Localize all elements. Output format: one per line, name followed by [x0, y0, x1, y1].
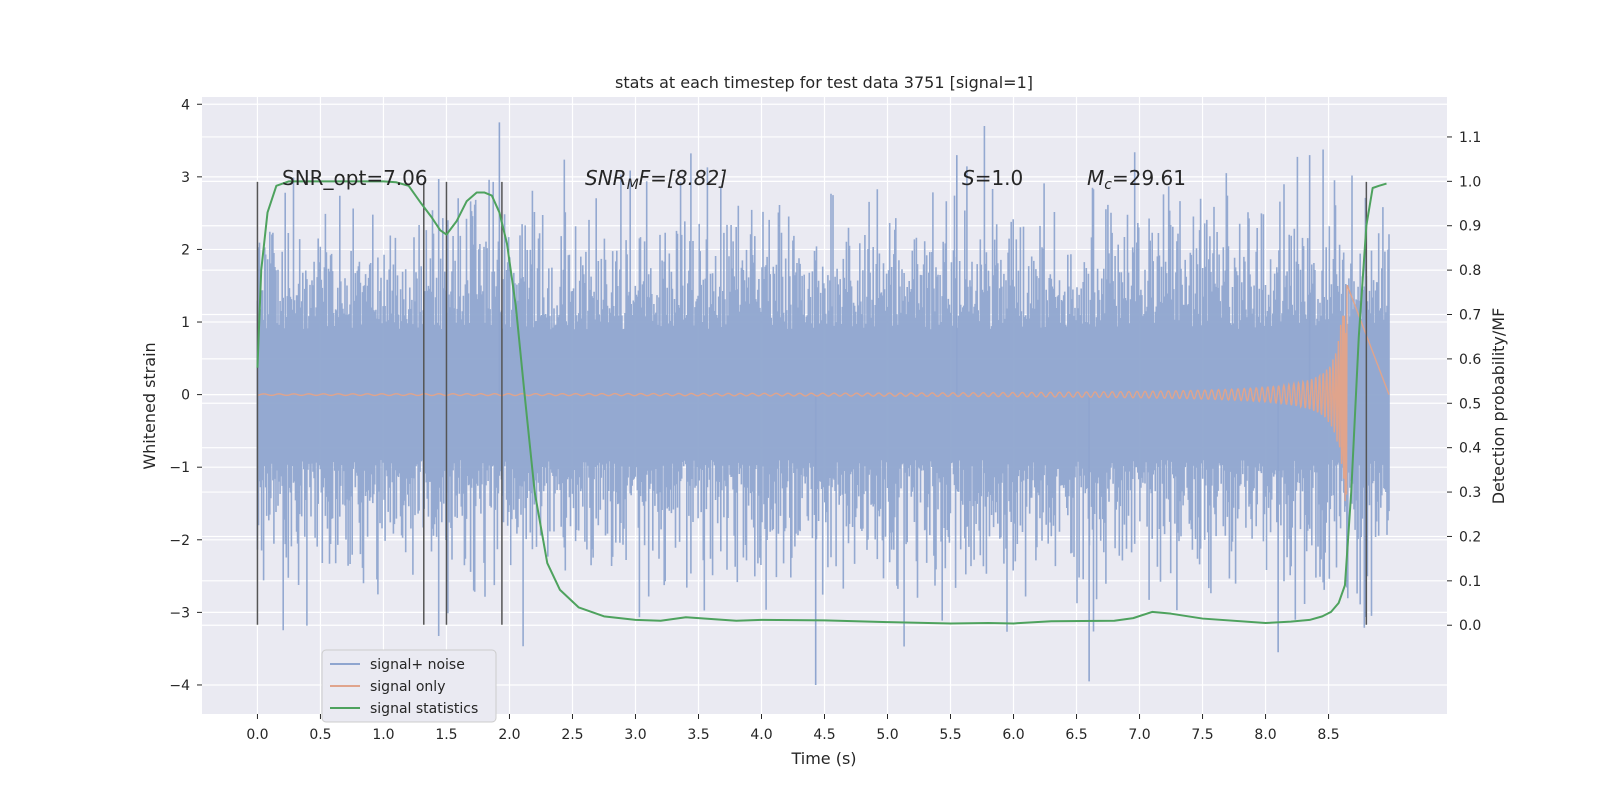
x-tick-label: 3.0: [624, 727, 646, 743]
y-right-tick-label: 0.9: [1459, 219, 1481, 235]
x-tick-label: 8.0: [1254, 727, 1276, 743]
y-right-tick-label: 0.7: [1459, 308, 1481, 324]
y-tick-label: −3: [169, 605, 190, 621]
x-tick-label: 7.5: [1191, 727, 1213, 743]
annotation-snr-mf-sub: M: [627, 177, 639, 193]
y-tick-label: 0: [181, 388, 190, 404]
x-tick-label: 2.0: [498, 727, 520, 743]
y-right-axis-label: Detection probability/MF: [1489, 308, 1508, 505]
x-tick-label: 5.0: [876, 727, 898, 743]
x-tick-label: 4.5: [813, 727, 835, 743]
vertical-markers: [256, 181, 1368, 625]
legend: signal+ noise signal only signal statist…: [321, 649, 497, 723]
legend-label-signal: signal only: [370, 679, 445, 695]
y-tick-label: 4: [181, 97, 190, 113]
annotation-mc-sub: c: [1104, 177, 1112, 193]
annotation-mc-main: M: [1087, 166, 1104, 190]
annotation-mc-rest: =29.61: [1112, 166, 1186, 190]
annotation-mc: Mc=29.61: [1087, 166, 1186, 193]
annotation-snr-opt: SNR_opt=7.06: [282, 166, 428, 190]
y-right-tick-label: 0.2: [1459, 529, 1481, 545]
x-tick-label: 6.5: [1065, 727, 1087, 743]
x-tick-label: 8.5: [1317, 727, 1339, 743]
annotation-snr-mf-rest: F=[8.82]: [639, 166, 727, 190]
y-right-tick-label: 0.8: [1459, 263, 1481, 279]
signal-only-line: [257, 285, 1390, 502]
x-axis-label: Time (s): [790, 749, 856, 768]
signal-statistics-line: [256, 180, 1387, 625]
x-tick-label: 0.0: [246, 727, 268, 743]
x-tick-label: 2.5: [561, 727, 583, 743]
y-right-axis-ticks: 0.0 0.1 0.2 0.3 0.4 0.5 0.6 0.7 0.8 0.9 1.0 1.1: [1447, 130, 1481, 634]
y-right-tick-label: 0.6: [1459, 352, 1481, 368]
y-axis-ticks: −4 −3 −2 −1 0 1 2 3 4: [169, 97, 202, 694]
legend-label-stats: signal statistics: [370, 701, 478, 717]
signal-statistics-series: [256, 180, 1387, 625]
x-tick-label: 7.0: [1128, 727, 1150, 743]
legend-box: [321, 649, 497, 723]
y-right-tick-label: 0.4: [1459, 441, 1481, 457]
signal-only-series: [257, 285, 1390, 502]
x-tick-label: 6.0: [1002, 727, 1024, 743]
y-tick-label: 3: [181, 170, 190, 186]
y-tick-label: −4: [169, 678, 190, 694]
x-tick-label: 3.5: [687, 727, 709, 743]
y-axis-label: Whitened strain: [140, 342, 159, 469]
y-right-tick-label: 1.1: [1459, 130, 1481, 146]
annotation-s: S=1.0: [962, 166, 1023, 190]
y-right-tick-label: 0.5: [1459, 396, 1481, 412]
annotation-snr-mf: SNRMF=[8.82]: [585, 166, 727, 193]
annotation-s-main: S: [962, 166, 975, 190]
x-tick-label: 1.0: [372, 727, 394, 743]
x-tick-label: 4.0: [750, 727, 772, 743]
y-right-tick-label: 1.0: [1459, 174, 1481, 190]
x-tick-label: 1.5: [435, 727, 457, 743]
annotation-s-rest: =1.0: [975, 166, 1024, 190]
x-tick-label: 5.5: [939, 727, 961, 743]
x-tick-label: 0.5: [309, 727, 331, 743]
legend-label-noise: signal+ noise: [370, 657, 465, 673]
y-right-tick-label: 0.1: [1459, 574, 1481, 590]
y-tick-label: 2: [181, 242, 190, 258]
x-axis-ticks: 0.0 0.5 1.0 1.5 2.0 2.5 3.0 3.5 4.0 4.5 5.0 5.5 6.0 6…: [246, 714, 1340, 743]
y-right-tick-label: 0.3: [1459, 485, 1481, 501]
chart-title: stats at each timestep for test data 375…: [615, 73, 1033, 92]
y-tick-label: −2: [169, 533, 190, 549]
y-right-tick-label: 0.0: [1459, 618, 1481, 634]
annotation-snr-mf-main: SNR: [585, 166, 627, 190]
y-tick-label: −1: [169, 460, 190, 476]
y-tick-label: 1: [181, 315, 190, 331]
